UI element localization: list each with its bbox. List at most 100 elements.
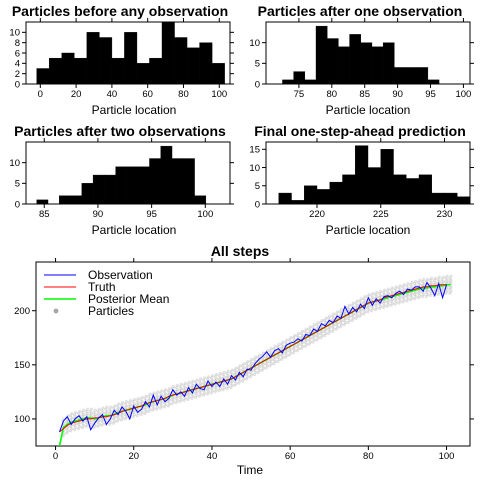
particle-point: [68, 429, 73, 433]
particle-point: [205, 388, 210, 392]
hist0-xtick-label: 0: [38, 89, 43, 100]
particle-point: [147, 394, 151, 398]
particle-point: [307, 342, 311, 346]
particle-point: [221, 383, 225, 387]
hist1-bar: [293, 71, 306, 85]
particle-point: [311, 336, 315, 340]
hist1-xtick-label: 100: [455, 89, 471, 100]
particle-point: [402, 283, 406, 287]
particle-point: [207, 390, 211, 394]
hist0-bar: [199, 42, 213, 85]
particle-point: [343, 321, 348, 325]
particle-point: [336, 321, 340, 325]
hist3-bar: [380, 149, 394, 205]
hist2-bar: [36, 199, 49, 205]
particle-point: [315, 323, 319, 327]
particle-point: [85, 407, 90, 411]
particle-point: [108, 411, 112, 415]
hist3-bar: [355, 145, 369, 205]
particle-point: [96, 420, 100, 424]
particle-point: [250, 362, 254, 366]
particle-point: [100, 419, 104, 423]
particle-point: [65, 420, 69, 424]
particle-point: [96, 409, 100, 413]
hist3-bar: [342, 174, 356, 205]
particle-point: [100, 423, 104, 428]
particle-point: [131, 400, 135, 404]
particle-point: [217, 374, 221, 378]
particle-point: [265, 364, 269, 368]
particle-point: [115, 419, 120, 423]
particle-point: [260, 364, 264, 368]
particle-point: [281, 355, 285, 359]
particle-point: [182, 387, 186, 391]
particle-point: [296, 331, 301, 336]
particle-point: [237, 366, 241, 370]
particle-point: [375, 305, 379, 310]
particle-point: [295, 344, 299, 349]
particle-point: [386, 298, 391, 302]
hist1-bar: [371, 46, 384, 85]
particle-point: [174, 385, 178, 390]
particle-point: [234, 370, 238, 374]
steps-ytick-label: 100: [14, 414, 30, 425]
particle-point: [401, 296, 405, 300]
particle-point: [354, 312, 358, 316]
particle-point: [218, 376, 222, 380]
hist0-ytick-label: 8: [15, 38, 20, 49]
particle-point: [89, 407, 93, 411]
particle-point: [160, 389, 164, 393]
particle-point: [209, 391, 213, 395]
particle-point: [389, 292, 393, 296]
particle-point: [303, 329, 307, 333]
particle-point: [280, 346, 284, 350]
particle-point: [140, 400, 144, 404]
particle-point: [362, 297, 366, 301]
particle-point: [351, 301, 355, 305]
panel-hist-one-obs-xlabel: Particle location: [326, 103, 411, 117]
particle-point: [347, 303, 351, 307]
particle-point: [338, 310, 342, 314]
particle-point: [276, 344, 280, 349]
hist1-bar: [315, 25, 328, 85]
particle-point: [242, 377, 246, 381]
particle-point: [386, 287, 391, 291]
particle-point: [432, 282, 436, 286]
particle-point: [152, 402, 156, 406]
particle-point: [113, 404, 117, 408]
particle-point: [428, 282, 432, 286]
particle-point: [229, 381, 233, 385]
particle-point: [363, 299, 367, 303]
particle-point: [375, 295, 379, 299]
particle-point: [162, 390, 167, 394]
particle-point: [119, 414, 124, 418]
particle-point: [347, 314, 351, 319]
hist1-bar: [338, 46, 350, 85]
particle-point: [238, 368, 242, 372]
particle-point: [109, 420, 113, 424]
particle-point: [143, 411, 147, 416]
particle-point: [338, 325, 342, 329]
hist3-bar: [316, 189, 330, 205]
particle-point: [237, 377, 241, 381]
particle-point: [375, 301, 379, 306]
particle-point: [85, 422, 90, 426]
particle-point: [272, 357, 276, 362]
particle-point: [444, 291, 448, 295]
particle-point: [174, 401, 178, 405]
particle-point: [175, 383, 179, 387]
steps-xtick-label: 40: [207, 451, 218, 462]
particle-point: [299, 331, 303, 336]
legend-particles-label: Particles: [88, 304, 134, 318]
particle-point: [178, 384, 182, 389]
particle-point: [320, 318, 324, 323]
particle-point: [167, 402, 172, 406]
particle-point: [195, 378, 199, 382]
particle-point: [80, 414, 84, 418]
particle-point: [109, 405, 113, 409]
hist2-bar: [149, 158, 161, 205]
particle-point: [246, 375, 250, 379]
particle-point: [84, 420, 88, 424]
steps-xtick-label: 20: [128, 451, 139, 462]
particle-point: [101, 421, 105, 425]
